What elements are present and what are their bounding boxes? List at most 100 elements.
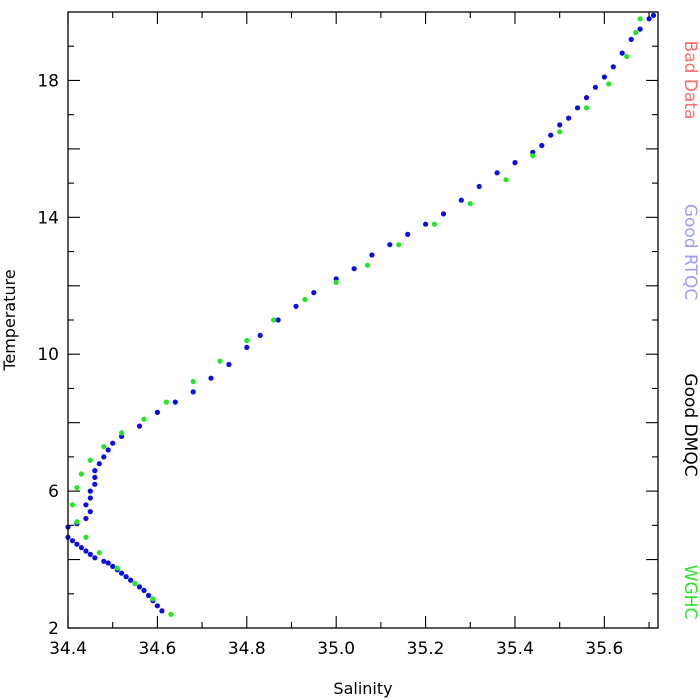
data-point-good-rtqc — [154, 409, 160, 415]
y-axis-title: Temperature — [0, 269, 19, 371]
data-point-good-rtqc — [650, 12, 657, 18]
data-point-good-rtqc — [512, 160, 518, 166]
data-point-good-rtqc — [101, 558, 107, 564]
data-point-good-rtqc — [566, 115, 572, 121]
data-point-good-rtqc — [275, 317, 281, 323]
data-point-wghc — [637, 16, 643, 22]
data-point-good-rtqc — [92, 555, 98, 561]
data-point-good-rtqc — [440, 211, 447, 217]
y-tick-label: 2 — [48, 619, 59, 639]
data-point-good-rtqc — [78, 545, 84, 551]
data-point-good-rtqc — [159, 608, 165, 614]
data-point-good-rtqc — [110, 563, 116, 570]
data-point-wghc — [69, 502, 76, 508]
plot-frame — [67, 11, 659, 629]
data-point-wghc — [333, 279, 339, 285]
data-point-wghc — [624, 53, 630, 60]
legend-label-good-dmqc: Good DMQC — [680, 373, 700, 476]
data-point-good-rtqc — [92, 474, 98, 480]
data-point-good-rtqc — [539, 142, 545, 149]
data-point-good-rtqc — [105, 560, 111, 566]
data-point-wghc — [431, 221, 438, 227]
data-point-good-rtqc — [87, 495, 93, 501]
data-point-good-rtqc — [405, 231, 411, 237]
data-point-wghc — [302, 296, 308, 303]
data-point-good-rtqc — [476, 183, 482, 190]
legend-label-bad-data: Bad Data — [680, 41, 700, 120]
data-point-wghc — [606, 81, 612, 87]
data-point-good-rtqc — [351, 266, 357, 272]
data-point-good-rtqc — [293, 303, 299, 309]
data-point-good-rtqc — [74, 541, 80, 547]
legend-label-good-rtqc: Good RTQC — [680, 204, 700, 300]
data-point-wghc — [244, 337, 250, 344]
data-point-good-rtqc — [128, 577, 134, 583]
data-point-good-rtqc — [136, 423, 143, 429]
data-point-wghc — [190, 379, 196, 385]
data-point-wghc — [217, 358, 223, 364]
data-point-wghc — [168, 611, 174, 617]
data-point-good-rtqc — [583, 95, 590, 101]
data-point-good-rtqc — [119, 570, 125, 576]
data-point-good-rtqc — [244, 344, 250, 350]
y-tick-label: 14 — [37, 208, 59, 228]
data-point-good-rtqc — [619, 50, 625, 56]
data-point-wghc — [78, 471, 84, 477]
data-point-good-rtqc — [105, 447, 111, 453]
data-point-good-rtqc — [646, 16, 652, 22]
data-point-good-rtqc — [110, 440, 116, 446]
data-point-good-rtqc — [628, 36, 634, 43]
legend: Bad Data Good RTQC Good DMQC WGHC — [680, 41, 700, 620]
data-point-good-rtqc — [637, 26, 643, 32]
data-point-good-rtqc — [208, 375, 214, 381]
data-point-wghc — [101, 444, 107, 450]
data-point-good-rtqc — [311, 290, 317, 296]
data-point-good-rtqc — [458, 197, 464, 203]
x-tick-label: 35.6 — [585, 639, 623, 659]
data-point-good-rtqc — [601, 74, 608, 80]
y-tick-label: 6 — [48, 482, 59, 502]
data-point-wghc — [96, 550, 102, 556]
data-point-wghc — [396, 242, 402, 248]
data-point-wghc — [530, 153, 536, 159]
data-point-good-rtqc — [257, 332, 263, 338]
data-point-good-rtqc — [423, 221, 429, 227]
data-point-good-rtqc — [69, 538, 76, 544]
data-point-good-rtqc — [226, 361, 232, 368]
data-point-good-rtqc — [87, 551, 93, 558]
data-point-good-rtqc — [610, 64, 616, 70]
data-point-good-rtqc — [369, 252, 375, 258]
data-point-wghc — [119, 430, 125, 436]
data-point-wghc — [114, 565, 120, 571]
data-point-good-rtqc — [87, 509, 93, 515]
data-point-wghc — [74, 519, 80, 525]
data-point-wghc — [364, 262, 371, 268]
data-point-wghc — [557, 129, 563, 135]
data-point-good-rtqc — [145, 592, 152, 599]
data-point-good-rtqc — [387, 242, 393, 248]
data-point-wghc — [87, 457, 93, 463]
data-point-wghc — [467, 201, 473, 207]
data-point-wghc — [163, 399, 169, 405]
data-point-good-rtqc — [101, 454, 107, 460]
x-axis-title: Salinity — [333, 679, 392, 698]
data-point-good-rtqc — [136, 584, 143, 590]
data-point-good-rtqc — [92, 481, 98, 487]
data-point-good-rtqc — [87, 488, 93, 494]
x-tick-label: 35.0 — [317, 639, 355, 659]
y-tick-label: 10 — [37, 345, 59, 365]
points-layer — [65, 12, 657, 617]
data-point-wghc — [150, 596, 156, 602]
data-point-good-rtqc — [123, 574, 129, 580]
data-point-good-rtqc — [172, 399, 178, 405]
data-point-good-rtqc — [592, 84, 599, 90]
data-point-good-rtqc — [83, 515, 89, 522]
x-tick-label: 34.4 — [49, 639, 87, 659]
data-point-good-rtqc — [574, 105, 581, 111]
data-point-good-rtqc — [83, 502, 89, 508]
data-point-good-rtqc — [190, 389, 196, 395]
data-point-good-rtqc — [83, 548, 89, 554]
data-point-good-rtqc — [557, 122, 563, 128]
x-tick-label: 34.6 — [138, 639, 176, 659]
